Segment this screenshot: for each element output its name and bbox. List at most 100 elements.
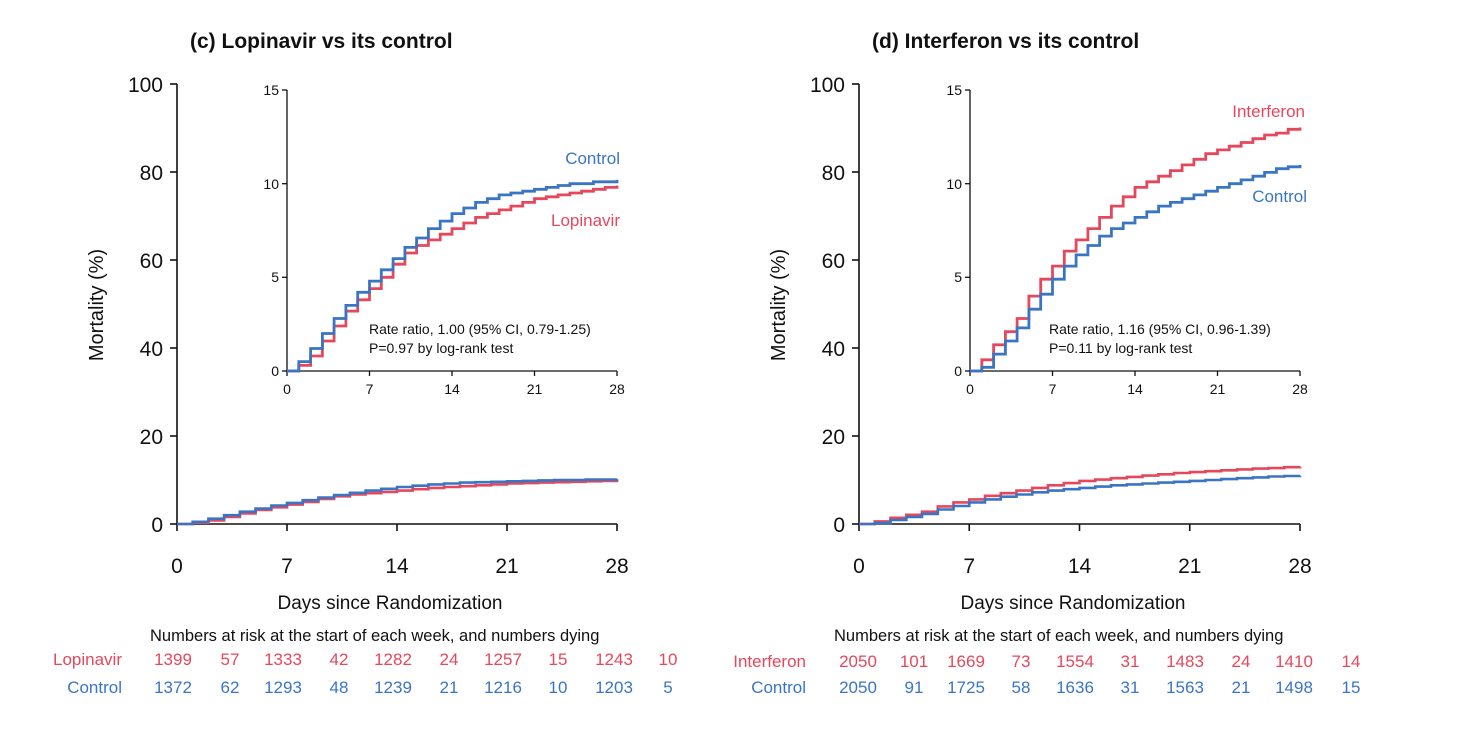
panel-c-inset-xtick-0: 0 [283,381,291,397]
risk-cell: 21 [440,678,459,697]
panel-d-inset-x-ticks [969,371,1301,376]
risk-cell: 2050 [839,678,877,697]
panel-c-ytick-60: 60 [140,250,163,273]
series-line-control-main [859,474,1302,526]
panel-c-inset-ytick-10: 10 [263,176,279,192]
panel-c-xtick-0: 0 [171,555,183,578]
risk-cell: 1216 [484,678,522,697]
risk-cell: 1372 [154,678,192,697]
panel-d-inset-xtick-28: 28 [1292,381,1308,397]
panel-d-inset-y-tick-labels: 0 5 10 15 [946,82,962,379]
risk-cell: 31 [1121,652,1140,671]
panel-d-inset-ytick-15: 15 [946,82,962,98]
panel-d-risk-row-control: 2050 91 1725 58 1636 31 1563 21 1498 15 [839,678,1360,697]
panel-d-risk-caption: Numbers at risk at the start of each wee… [834,627,1283,645]
risk-cell: 1243 [595,650,633,669]
risk-cell: 57 [221,650,240,669]
risk-cell: 58 [1012,678,1031,697]
risk-cell: 62 [221,678,240,697]
series-line-interferon-main [859,465,1302,526]
risk-cell: 21 [1232,678,1251,697]
risk-cell: 1282 [374,650,412,669]
risk-cell: 1239 [374,678,412,697]
panel-c-risk-row-control: 1372 62 1293 48 1239 21 1216 10 1203 5 [154,678,673,697]
risk-cell: 1257 [484,650,522,669]
panel-c-inset-series [287,179,619,373]
risk-cell: 24 [440,650,459,669]
panel-d-inset-ytick-5: 5 [954,269,962,285]
risk-cell: 10 [659,650,678,669]
panel-c-y-ticks [170,83,177,525]
panel-c-ytick-40: 40 [140,338,163,361]
panel-c-ytick-100: 100 [128,74,163,97]
series-line-control-inset [970,164,1302,373]
panel-d-inset-ytick-10: 10 [946,176,962,192]
risk-cell: 5 [663,678,672,697]
risk-cell: 42 [330,650,349,669]
panel-d-inset-annotation-2: P=0.11 by log-rank test [1049,340,1192,356]
panel-d-ylabel: Mortality (%) [768,249,790,361]
series-line-control-main [177,478,619,526]
risk-cell: 10 [549,678,568,697]
panel-d-risk-row-interferon: 2050 101 1669 73 1554 31 1483 24 1410 14 [839,652,1360,671]
panel-d-inset-xtick-7: 7 [1049,381,1057,397]
panel-d-xtick-0: 0 [853,555,865,578]
panel-c-inset-ytick-15: 15 [263,82,279,98]
panel-c-xtick-7: 7 [281,555,293,578]
risk-cell: 15 [549,650,568,669]
risk-cell: 2050 [839,652,877,671]
panel-d-xlabel: Days since Randomization [961,593,1186,614]
panel-d-xtick-21: 21 [1178,555,1201,578]
panel-d-inset-label-interferon: Interferon [1232,102,1305,121]
panel-d-xtick-28: 28 [1288,555,1311,578]
panel-d-inset-xtick-0: 0 [966,381,974,397]
panel-d-inset-y-ticks [965,89,970,372]
risk-cell: 14 [1342,652,1361,671]
risk-cell: 1563 [1166,678,1204,697]
risk-cell: 1203 [595,678,633,697]
risk-cell: 101 [900,652,928,671]
panel-d-inset-annotation-1: Rate ratio, 1.16 (95% CI, 0.96-1.39) [1049,321,1271,337]
panel-d-inset-ytick-0: 0 [954,363,962,379]
panel-c-inset-x-ticks [286,371,618,376]
panel-d-ytick-0: 0 [833,514,845,537]
panel-c-risk-row-lopinavir: 1399 57 1333 42 1282 24 1257 15 1243 10 [154,650,677,669]
panel-c-xlabel: Days since Randomization [278,593,503,614]
panel-d-inset-label-control: Control [1252,187,1307,206]
panel-c-title: (c) Lopinavir vs its control [190,30,453,53]
panel-d-inset-x-tick-labels: 0 7 14 21 28 [966,381,1308,397]
risk-cell: 1410 [1275,652,1313,671]
panel-d-inset-series [970,127,1302,373]
panel-c: (c) Lopinavir vs its control Mortality (… [53,30,677,697]
panel-d-ytick-100: 100 [810,74,845,97]
panel-d-y-ticks [852,83,859,525]
panel-d-risk-label-interferon: Interferon [733,652,806,671]
panel-c-inset-xtick-7: 7 [366,381,374,397]
risk-cell: 1483 [1166,652,1204,671]
panel-c-inset-annotation-2: P=0.97 by log-rank test [369,340,513,356]
panel-c-x-tick-labels: 0 7 14 21 28 [171,555,629,578]
panel-d-ytick-20: 20 [822,426,845,449]
panel-c-inset-x-tick-labels: 0 7 14 21 28 [283,381,625,397]
risk-cell: 1636 [1056,678,1094,697]
panel-c-inset-ytick-5: 5 [271,269,279,285]
panel-d-ytick-40: 40 [822,338,845,361]
panel-c-xtick-28: 28 [605,555,628,578]
panel-c-inset-annotation-1: Rate ratio, 1.00 (95% CI, 0.79-1.25) [369,321,591,337]
panel-d-risk-label-control: Control [751,678,806,697]
risk-cell: 24 [1232,652,1251,671]
panel-d-y-tick-labels: 0 20 40 60 80 100 [810,74,845,537]
panel-c-inset-y-tick-labels: 0 5 10 15 [263,82,279,379]
risk-cell: 91 [905,678,924,697]
panel-d-title: (d) Interferon vs its control [872,30,1139,53]
panel-c-xtick-14: 14 [385,555,409,578]
risk-cell: 1333 [264,650,302,669]
panel-d: (d) Interferon vs its control Mortality … [733,30,1360,697]
panel-d-inset-xtick-21: 21 [1210,381,1226,397]
panel-d-ytick-80: 80 [822,162,845,185]
panel-c-inset-xtick-21: 21 [527,381,543,397]
series-line-control-inset [287,179,619,373]
risk-cell: 31 [1121,678,1140,697]
panel-d-xtick-14: 14 [1068,555,1092,578]
